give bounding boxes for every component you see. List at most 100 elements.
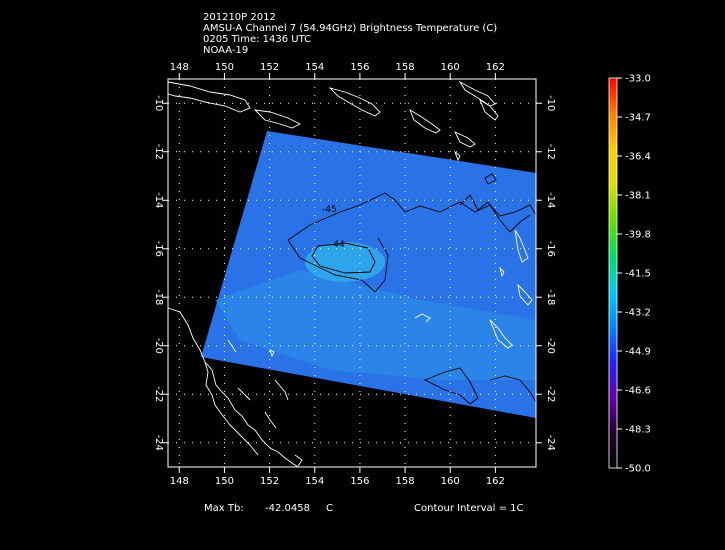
lat-grid-dot (232, 199, 233, 201)
lon-grid-dot (314, 351, 316, 352)
lat-grid-dot (328, 296, 329, 298)
lon-grid-dot (494, 383, 496, 384)
lon-grid-dot (449, 335, 451, 336)
lat-grid-dot (184, 102, 185, 104)
lon-grid-dot (449, 215, 451, 216)
lat-grid-dot (416, 442, 417, 444)
lon-grid-dot (223, 311, 225, 312)
lat-grid-dot (288, 199, 289, 201)
lon-grid-dot (178, 319, 180, 320)
lon-grid-dot (494, 151, 496, 152)
lat-grid-dot (200, 199, 201, 201)
lon-grid-dot (494, 359, 496, 360)
lat-grid-dot (320, 199, 321, 201)
lat-grid-dot (272, 151, 273, 153)
lon-grid-dot (269, 119, 271, 120)
lon-grid-dot (359, 231, 361, 232)
lat-grid-dot (360, 199, 361, 201)
lon-grid-dot (314, 359, 316, 360)
lon-grid-dot (359, 455, 361, 456)
lat-grid-dot (368, 102, 369, 104)
lat-grid-dot (336, 442, 337, 444)
lat-grid-dot (272, 393, 273, 395)
lat-grid-dot (520, 442, 521, 444)
lon-grid-dot (494, 223, 496, 224)
lon-grid-dot (314, 183, 316, 184)
map-border (167, 78, 537, 468)
lon-grid-dot (404, 311, 406, 312)
lat-grid-dot (488, 151, 489, 153)
lat-grid-dot (392, 248, 393, 250)
lon-label-bottom: 160 (441, 476, 460, 487)
lon-grid-dot (223, 111, 225, 112)
lat-label-right: -22 (545, 386, 556, 402)
lat-grid-dot (248, 296, 249, 298)
lon-grid-dot (269, 407, 271, 408)
colorbar-gradient (608, 77, 618, 469)
lon-grid-dot (223, 335, 225, 336)
lon-grid-dot (269, 423, 271, 424)
lat-grid-dot (336, 248, 337, 250)
lat-grid-dot (504, 248, 505, 250)
lon-grid-dot (178, 191, 180, 192)
lon-grid-dot (314, 151, 316, 152)
lon-grid-dot (449, 255, 451, 256)
lon-grid-dot (314, 343, 316, 344)
lat-grid-dot (528, 393, 529, 395)
coast-islet-1 (269, 349, 275, 358)
lon-grid-dot (404, 447, 406, 448)
lon-grid-dot (223, 447, 225, 448)
lat-grid-dot (320, 102, 321, 104)
colorbar-label: -41.5 (625, 269, 651, 280)
lat-grid-dot (384, 248, 385, 250)
lon-grid-dot (223, 399, 225, 400)
lat-grid-dot (328, 442, 329, 444)
lat-grid-dot (296, 393, 297, 395)
lat-grid-dot (192, 102, 193, 104)
lon-grid-dot (223, 183, 225, 184)
lon-grid-dot (178, 375, 180, 376)
lon-grid-dot (178, 383, 180, 384)
lat-grid-dot (320, 151, 321, 153)
lon-grid-dot (269, 343, 271, 344)
lon-grid-dot (449, 415, 451, 416)
lat-grid-dot (408, 296, 409, 298)
colorbar-label: -44.9 (625, 347, 651, 358)
lat-grid-dot (408, 151, 409, 153)
coastlines (167, 80, 533, 468)
lon-grid-dot (269, 303, 271, 304)
lat-grid-dot (200, 393, 201, 395)
lon-grid-dot (269, 439, 271, 440)
lon-grid-dot (314, 223, 316, 224)
lat-grid-dot (528, 296, 529, 298)
lon-label-top: 154 (305, 62, 324, 73)
lat-grid-dot (488, 248, 489, 250)
lat-grid-dot (464, 248, 465, 250)
lat-grid-dot (184, 393, 185, 395)
lon-grid-dot (494, 159, 496, 160)
coast-australia-2 (204, 361, 259, 456)
lon-grid-dot (223, 463, 225, 464)
lat-grid-dot (512, 102, 513, 104)
lat-grid-dot (264, 442, 265, 444)
lat-grid-dot (216, 151, 217, 153)
lat-grid-dot (464, 442, 465, 444)
lon-grid-dot (178, 447, 180, 448)
coast-australia (167, 307, 299, 468)
lon-grid-dot (404, 191, 406, 192)
lon-grid-dot (269, 167, 271, 168)
lon-grid-dot (449, 183, 451, 184)
lon-grid-dot (449, 431, 451, 432)
coast-png (167, 81, 251, 113)
lat-grid-dot (264, 102, 265, 104)
lon-grid-dot (449, 263, 451, 264)
lon-grid-dot (404, 119, 406, 120)
product-title-block: 201210P 2012 AMSU-A Channel 7 (54.94GHz)… (203, 12, 497, 56)
lat-grid-dot (312, 199, 313, 201)
lat-grid-dot (368, 151, 369, 153)
lat-grid-dot (448, 296, 449, 298)
lat-grid-dot (272, 345, 273, 347)
lat-grid-dot (528, 199, 529, 201)
lat-grid-dot (400, 345, 401, 347)
lat-grid-dot (272, 442, 273, 444)
